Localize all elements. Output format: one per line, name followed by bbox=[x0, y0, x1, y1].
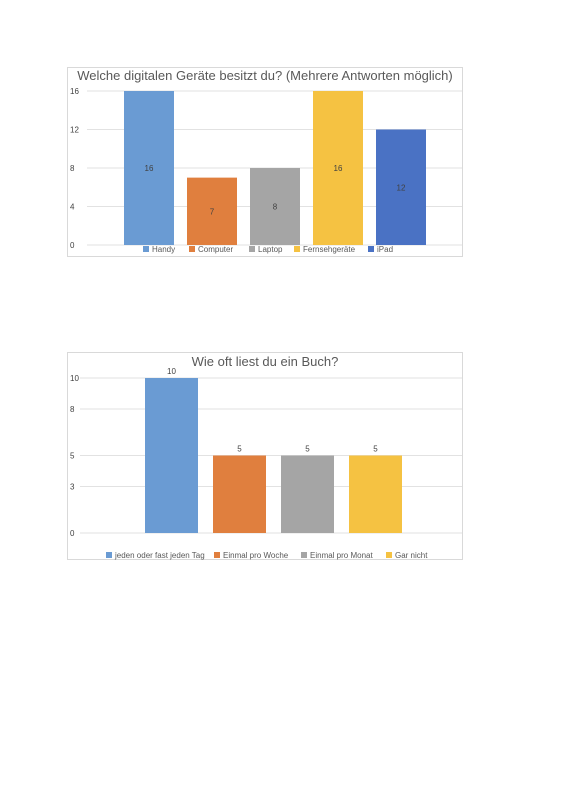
legend-swatch bbox=[143, 246, 149, 252]
y-tick-label: 8 bbox=[70, 405, 75, 414]
legend-entry: Handy bbox=[143, 245, 175, 254]
legend-entry: jeden oder fast jeden Tag bbox=[106, 551, 205, 560]
bar bbox=[250, 168, 300, 245]
legend-swatch bbox=[189, 246, 195, 252]
legend-swatch bbox=[106, 552, 112, 558]
chart-title: Welche digitalen Geräte besitzt du? (Meh… bbox=[77, 68, 453, 83]
y-tick-label: 12 bbox=[70, 126, 79, 135]
legend-label: Computer bbox=[198, 245, 233, 254]
legend-label: iPad bbox=[377, 245, 393, 254]
y-tick-label: 0 bbox=[70, 241, 75, 250]
legend-swatch bbox=[294, 246, 300, 252]
legend-entry: Gar nicht bbox=[386, 551, 428, 560]
data-label: 5 bbox=[373, 445, 378, 454]
legend-swatch bbox=[214, 552, 220, 558]
chart-title: Wie oft liest du ein Buch? bbox=[191, 354, 339, 369]
bar bbox=[281, 455, 334, 533]
y-tick-label: 8 bbox=[70, 164, 75, 173]
data-label: 8 bbox=[273, 203, 278, 212]
bar bbox=[313, 91, 363, 245]
legend-swatch bbox=[386, 552, 392, 558]
bar bbox=[349, 455, 402, 533]
legend-label: Fernsehgeräte bbox=[303, 245, 356, 254]
data-label: 16 bbox=[334, 164, 343, 173]
bar bbox=[124, 91, 174, 245]
legend-swatch bbox=[301, 552, 307, 558]
chart-plot-area: 0 3 5 8 10 10 5 5 5 jeden oder fast jeden Tag Einm… bbox=[70, 367, 463, 560]
data-label: 5 bbox=[237, 445, 242, 454]
data-label: 5 bbox=[305, 445, 310, 454]
legend-entry: Laptop bbox=[249, 245, 283, 254]
y-tick-label: 0 bbox=[70, 529, 75, 538]
chart-plot-area: 0 4 8 12 16 16 7 8 16 12 Handy Computer Laptop Fernse… bbox=[70, 87, 463, 254]
data-label: 7 bbox=[210, 207, 215, 216]
legend-swatch bbox=[249, 246, 255, 252]
chart-devices: Welche digitalen Geräte besitzt du? (Meh… bbox=[67, 67, 463, 257]
data-label: 10 bbox=[167, 367, 176, 376]
legend-entry: iPad bbox=[368, 245, 393, 254]
legend-label: Einmal pro Woche bbox=[223, 551, 289, 560]
y-tick-label: 4 bbox=[70, 203, 75, 212]
data-label: 12 bbox=[397, 183, 406, 192]
legend-entry: Fernsehgeräte bbox=[294, 245, 356, 254]
legend-label: Gar nicht bbox=[395, 551, 428, 560]
legend-entry: Computer bbox=[189, 245, 233, 254]
y-tick-label: 10 bbox=[70, 374, 79, 383]
y-tick-label: 3 bbox=[70, 483, 75, 492]
data-label: 16 bbox=[145, 164, 154, 173]
legend-label: Einmal pro Monat bbox=[310, 551, 373, 560]
chart-reading-frequency: Wie oft liest du ein Buch? 0 3 5 8 10 10 5 5 5 je… bbox=[67, 352, 463, 560]
legend-label: Laptop bbox=[258, 245, 283, 254]
y-tick-label: 16 bbox=[70, 87, 79, 96]
legend-label: jeden oder fast jeden Tag bbox=[114, 551, 205, 560]
legend-swatch bbox=[368, 246, 374, 252]
legend-label: Handy bbox=[152, 245, 175, 254]
legend-entry: Einmal pro Woche bbox=[214, 551, 289, 560]
legend-entry: Einmal pro Monat bbox=[301, 551, 373, 560]
y-tick-label: 5 bbox=[70, 452, 75, 461]
bar bbox=[187, 177, 237, 245]
bar bbox=[145, 378, 198, 533]
bar bbox=[376, 129, 426, 245]
bar bbox=[213, 455, 266, 533]
